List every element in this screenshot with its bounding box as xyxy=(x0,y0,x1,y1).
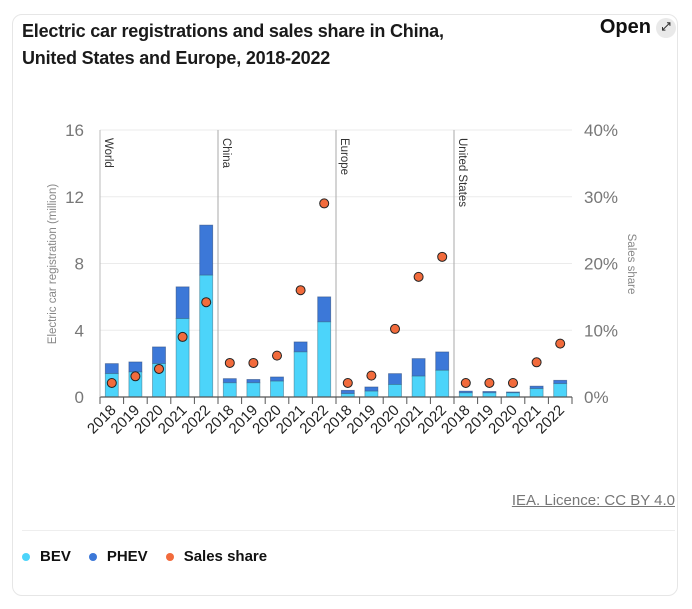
legend-label: BEV xyxy=(40,548,71,565)
y2-axis-title: Sales share xyxy=(625,234,637,295)
sales-share-point xyxy=(366,370,377,381)
sales-share-point xyxy=(224,357,235,368)
legend-label: Sales share xyxy=(183,548,268,565)
legend-item-bev[interactable]: BEV xyxy=(22,548,71,565)
bar-bev xyxy=(246,382,261,398)
sales-share-point xyxy=(201,297,212,308)
divider xyxy=(22,530,675,531)
bar-phev xyxy=(270,376,284,382)
bar-bev xyxy=(222,382,237,398)
sales-share-point xyxy=(413,271,424,282)
bar-bev xyxy=(293,351,308,398)
sales-share-point xyxy=(460,377,471,388)
sales-share-point xyxy=(130,371,141,382)
bar-bev xyxy=(506,392,520,398)
legend-label: PHEV xyxy=(106,548,148,565)
bar-bev xyxy=(388,384,402,398)
bar-phev xyxy=(104,363,119,375)
sales-share-point xyxy=(248,357,259,368)
y-tick-label: 16 xyxy=(65,121,84,140)
bar-phev xyxy=(293,341,308,353)
sales-share-swatch-icon xyxy=(165,552,174,561)
phev-swatch-icon xyxy=(88,552,97,561)
bar-bev xyxy=(435,369,450,398)
bar-phev xyxy=(152,346,166,365)
sales-share-point xyxy=(484,377,495,388)
bar-bev xyxy=(411,375,426,398)
bar-phev xyxy=(246,379,261,384)
group-label: World xyxy=(102,138,114,168)
y-tick-label: 8 xyxy=(75,255,84,274)
sales-share-point xyxy=(319,198,330,209)
bar-phev xyxy=(128,361,143,373)
bar-phev xyxy=(340,389,355,395)
y-tick-label: 12 xyxy=(65,188,84,207)
bar-bev xyxy=(529,388,544,398)
sales-share-point xyxy=(342,377,353,388)
sales-share-point xyxy=(154,363,164,374)
x-tick-label: 2022 xyxy=(532,402,568,438)
sales-share-point xyxy=(555,338,566,349)
legend-item-sales-share[interactable]: Sales share xyxy=(165,548,268,565)
sales-share-point xyxy=(531,357,542,368)
sales-share-point xyxy=(508,377,518,388)
licence-link[interactable]: IEA. Licence: CC BY 4.0 xyxy=(511,492,675,509)
bar-bev xyxy=(270,380,284,398)
legend: BEV PHEV Sales share xyxy=(22,548,267,565)
group-separators xyxy=(217,130,455,397)
group-label: Europe xyxy=(338,138,350,175)
sales-share-point xyxy=(437,251,448,262)
bar-bev xyxy=(458,392,473,398)
bar-bev xyxy=(175,318,190,398)
bar-phev xyxy=(222,378,237,384)
open-label: Open xyxy=(599,16,651,38)
bar-phev xyxy=(199,224,214,276)
bar-phev xyxy=(435,351,450,371)
sales-share-point xyxy=(177,331,188,342)
bar-bev xyxy=(553,383,568,398)
bar-phev xyxy=(364,386,379,392)
y-tick-label: 4 xyxy=(75,321,84,340)
bar-phev xyxy=(388,373,402,385)
bar-phev xyxy=(553,379,568,385)
y2-tick-label: 20% xyxy=(584,255,618,274)
sales-share-point xyxy=(106,377,117,388)
legend-item-phev[interactable]: PHEV xyxy=(88,548,148,565)
bar-phev xyxy=(411,358,426,377)
group-label: United States xyxy=(456,138,468,207)
y2-tick-label: 10% xyxy=(584,321,618,340)
chart-title: Electric car registrations and sales sha… xyxy=(22,21,444,68)
bar-bev xyxy=(199,274,214,398)
y2-tick-label: 40% xyxy=(584,121,618,140)
sales-share-point xyxy=(272,350,282,361)
bev-swatch-icon xyxy=(22,552,30,561)
open-button[interactable]: Open ⤢ xyxy=(600,16,676,39)
y2-tick-label: 30% xyxy=(584,188,618,207)
y-axis-title: Electric car registration (million) xyxy=(47,184,59,345)
chart-svg: 0 0% 4 10% 8 20% 12 30% 16 40% Electric car regist… xyxy=(47,121,637,438)
bar-bev xyxy=(482,392,497,398)
y-tick-label: 0 xyxy=(75,388,84,407)
bar-phev xyxy=(317,296,332,323)
sales-share-point xyxy=(295,285,306,296)
y2-tick-label: 0% xyxy=(584,388,609,407)
group-label: China xyxy=(220,138,232,169)
sales-share-point xyxy=(390,323,400,334)
expand-arrows-icon: ⤢ xyxy=(656,17,676,38)
sales-share-dots xyxy=(106,198,566,388)
bar-bev xyxy=(317,321,332,398)
bar-bev xyxy=(364,390,379,398)
chart-card xyxy=(12,14,678,596)
bar-phev xyxy=(175,286,190,319)
